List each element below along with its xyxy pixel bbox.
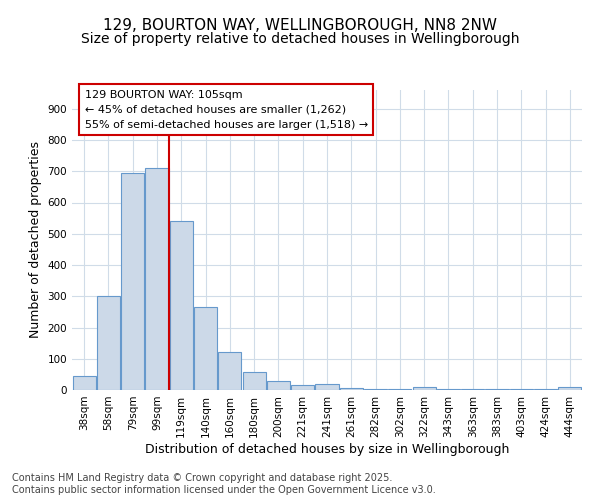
Bar [485,389,509,390]
Bar [340,388,363,390]
Bar [218,352,241,390]
Bar [242,372,266,390]
Bar [461,389,484,390]
X-axis label: Distribution of detached houses by size in Wellingborough: Distribution of detached houses by size … [145,442,509,456]
Bar [559,387,581,390]
Bar [170,221,193,390]
Bar [194,307,217,390]
Text: 129, BOURTON WAY, WELLINGBOROUGH, NN8 2NW: 129, BOURTON WAY, WELLINGBOROUGH, NN8 2N… [103,18,497,32]
Bar [97,296,120,390]
Bar [316,384,338,390]
Bar [267,381,290,390]
Text: 129 BOURTON WAY: 105sqm
← 45% of detached houses are smaller (1,262)
55% of semi: 129 BOURTON WAY: 105sqm ← 45% of detache… [85,90,368,130]
Bar [413,387,436,390]
Bar [364,389,387,390]
Y-axis label: Number of detached properties: Number of detached properties [29,142,42,338]
Bar [291,386,314,390]
Bar [388,389,412,390]
Text: Size of property relative to detached houses in Wellingborough: Size of property relative to detached ho… [81,32,519,46]
Bar [121,173,144,390]
Bar [534,389,557,390]
Bar [73,376,95,390]
Bar [145,168,169,390]
Bar [437,389,460,390]
Text: Contains HM Land Registry data © Crown copyright and database right 2025.
Contai: Contains HM Land Registry data © Crown c… [12,474,436,495]
